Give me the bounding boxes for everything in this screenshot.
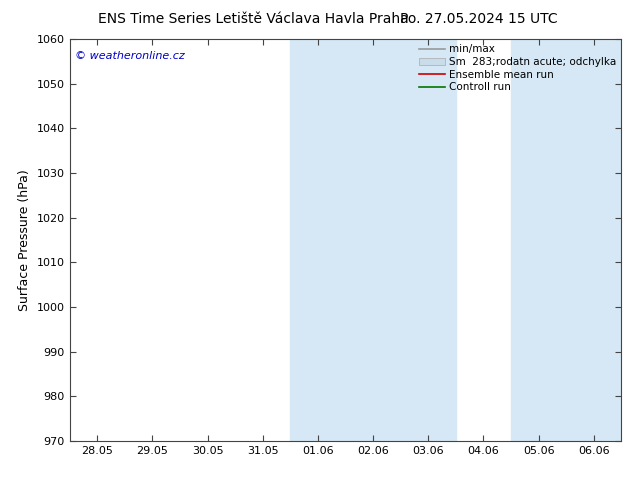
Text: ENS Time Series Letiště Václava Havla Praha: ENS Time Series Letiště Václava Havla Pr… [98,12,409,26]
Bar [511,39,621,441]
Text: © weatheronline.cz: © weatheronline.cz [75,51,185,61]
Text: Po. 27.05.2024 15 UTC: Po. 27.05.2024 15 UTC [400,12,558,26]
Bar [290,39,456,441]
Y-axis label: Surface Pressure (hPa): Surface Pressure (hPa) [18,169,31,311]
Legend: min/max, Sm  283;rodatn acute; odchylka, Ensemble mean run, Controll run: min/max, Sm 283;rodatn acute; odchylka, … [417,42,618,94]
